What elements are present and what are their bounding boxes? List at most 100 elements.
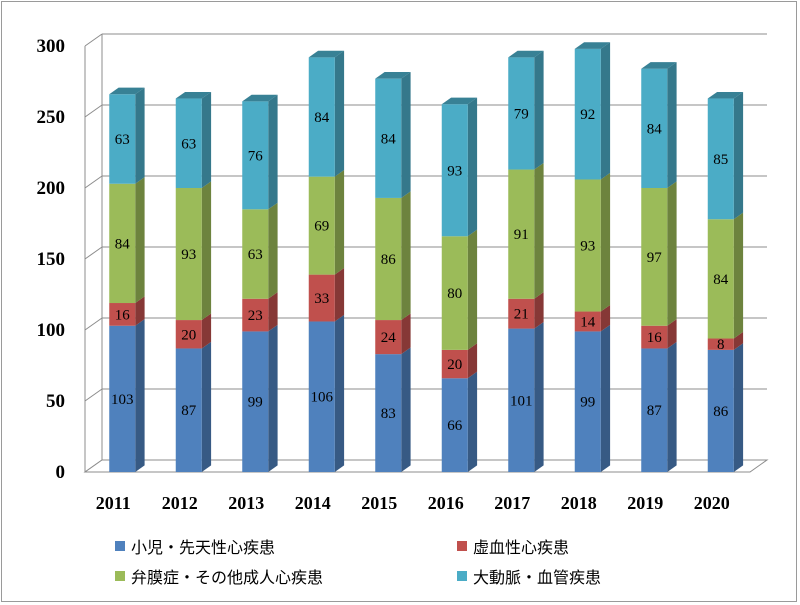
bar-top-face [707,91,744,99]
data-label: 21 [514,307,529,323]
legend-item-aortic-vascular: 大動脈・血管疾患 [457,564,601,588]
data-label: 103 [111,392,134,408]
bar-side-face [667,62,677,189]
side-wall-line [84,104,103,118]
data-label: 16 [115,307,131,323]
bar-segment [707,98,734,220]
bar-segment [175,348,202,472]
bar-segment [308,57,335,177]
bar-segment [441,378,468,472]
bar-side-face [135,87,145,184]
legend-item-valvular-adult: 弁膜症・その他成人心疾患 [115,564,323,588]
data-label: 87 [647,403,663,419]
x-tick-label: 2017 [494,493,530,513]
bar-side-face [600,42,611,180]
bar-segment [508,169,535,299]
bar-top-face [375,72,411,79]
data-label: 86 [381,252,397,268]
bar-segment [308,176,335,275]
side-wall-line [84,246,103,260]
y-tick-label: 200 [37,178,66,199]
data-label: 87 [181,403,197,419]
bar-segment [109,94,136,184]
x-tick-label: 2014 [295,493,331,513]
bar-segment [707,338,734,350]
bar-side-face [334,268,345,322]
bar-side-face [733,331,744,350]
bar-segment [707,219,734,339]
bar-side-face [268,324,278,472]
data-label: 83 [381,406,396,422]
x-tick-label: 2015 [361,493,397,513]
bar-side-face [135,177,145,304]
data-label: 84 [713,272,729,288]
bar-segment [308,321,335,472]
x-tick-label: 2019 [627,493,663,513]
data-label: 16 [647,330,663,346]
bar-side-face [268,94,278,210]
bar-segment [641,188,668,326]
bar-side-face [733,91,744,220]
x-tick-label: 2013 [228,493,264,513]
y-tick-label: 300 [37,36,66,57]
bar-segment [574,311,601,332]
bar-top-face [641,62,677,69]
bar-side-face [667,341,677,472]
side-wall-line [84,317,103,331]
data-label: 93 [580,239,595,255]
bar-segment [242,331,269,472]
legend: 小児・先天性心疾患 虚血性心疾患 弁膜症・その他成人心疾患 大動脈・血管疾患 [115,530,715,590]
bar-segment [641,348,668,472]
data-label: 99 [248,395,263,411]
bar-segment [707,349,734,472]
data-label: 84 [381,131,397,147]
legend-label: 虚血性心疾患 [473,538,570,557]
data-label: 93 [447,163,462,179]
bar-segment [175,98,202,188]
bar-side-face [600,324,611,472]
data-label: 84 [314,110,330,126]
bar-side-face [534,50,544,170]
bar-side-face [268,292,278,332]
bar-segment [109,325,136,472]
bar-segment [109,303,136,326]
side-wall-line [84,388,103,402]
bar-segment [508,57,535,170]
data-label: 63 [248,247,263,263]
legend-item-pediatric-congenital: 小児・先天性心疾患 [115,534,275,558]
y-tick-label: 250 [37,107,66,128]
bar-segment [574,48,601,180]
bar-side-face [467,97,478,237]
legend-swatch [115,541,125,551]
bar-side-face [268,202,278,299]
data-label: 84 [647,121,663,137]
y-tick-label: 150 [37,249,66,270]
bar-top-face [308,50,345,58]
x-tick-label: 2016 [428,493,464,513]
data-label: 84 [115,236,131,252]
bar-top-face [508,50,544,58]
bar-side-face [733,212,744,339]
bar-side-face [467,371,478,472]
bar-segment [375,197,402,321]
data-label: 80 [447,286,462,302]
bar-segment [242,298,269,332]
bar-segment [641,68,668,188]
bar-side-face [401,191,411,321]
bar-side-face [401,72,411,198]
data-label: 97 [647,250,663,266]
y-tick-label: 100 [37,320,66,341]
bar-side-face [401,347,411,472]
data-label: 63 [181,136,196,152]
legend-label: 小児・先天性心疾患 [131,538,276,557]
bar-side-face [467,229,478,350]
bar-top-face [175,91,212,99]
data-label: 101 [510,393,533,409]
bar-segment [175,320,202,349]
bar-side-face [201,91,212,188]
data-label: 66 [447,418,463,434]
legend-item-ischemic: 虚血性心疾患 [457,534,569,558]
data-label: 106 [311,390,334,406]
bar-side-face [334,314,345,472]
